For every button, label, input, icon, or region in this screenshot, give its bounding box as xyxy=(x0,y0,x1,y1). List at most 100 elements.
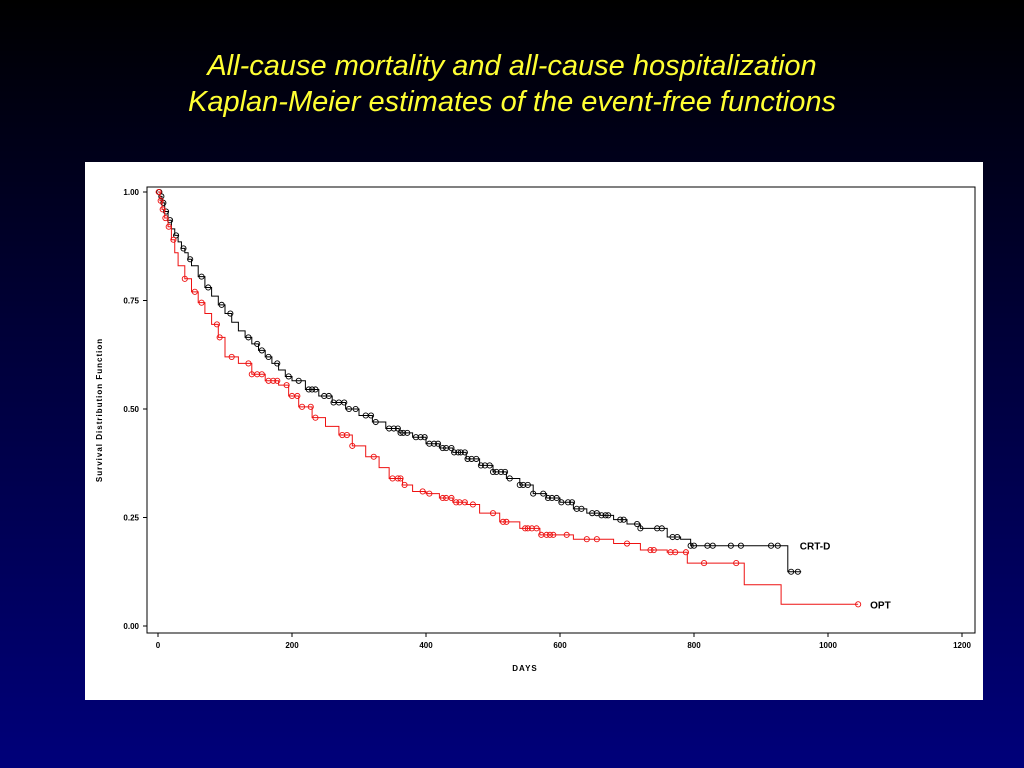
censor-marker xyxy=(788,568,795,575)
slide-title-line2: Kaplan-Meier estimates of the event-free… xyxy=(188,86,836,118)
censor-marker xyxy=(265,353,272,360)
chart-panel: 0.00 0.25 0.50 0.75 1.00 0 200 400 600 800 1000 12… xyxy=(85,162,983,700)
censor-marker xyxy=(528,525,535,532)
censor-marker xyxy=(669,533,676,541)
censor-marker xyxy=(165,223,172,230)
censor-marker xyxy=(516,481,523,489)
censor-marker xyxy=(341,399,348,406)
censor-marker xyxy=(162,214,169,222)
censor-marker xyxy=(285,373,292,380)
x-tick-label: 200 xyxy=(285,641,299,650)
series-layer xyxy=(155,188,862,608)
censor-marker xyxy=(245,360,252,367)
y-tick-label: 0.75 xyxy=(123,297,139,306)
censor-marker xyxy=(701,560,708,567)
censor-marker xyxy=(658,525,665,532)
series-line-crt-d xyxy=(158,191,802,573)
y-axis-label: Survival Distribution Function xyxy=(95,338,104,482)
censor-marker xyxy=(469,501,476,508)
censor-marker xyxy=(455,449,462,456)
censor-marker xyxy=(457,449,464,456)
censor-marker xyxy=(489,510,497,517)
censor-marker xyxy=(158,193,165,200)
censor-marker xyxy=(453,499,460,506)
censor-marker xyxy=(503,518,510,525)
censor-marker xyxy=(349,442,356,449)
censor-marker xyxy=(228,353,235,360)
censor-marker xyxy=(489,468,497,475)
censor-marker xyxy=(506,475,513,482)
y-tick-label: 0.00 xyxy=(123,622,139,631)
censor-marker xyxy=(563,531,570,538)
censor-marker xyxy=(198,299,205,306)
censor-marker xyxy=(386,425,393,432)
censor-marker xyxy=(295,377,302,384)
x-tick-label: 800 xyxy=(687,641,701,650)
censor-marker xyxy=(540,490,547,497)
censor-marker xyxy=(254,340,261,347)
censor-marker xyxy=(155,188,162,196)
censor-marker xyxy=(439,445,446,452)
censor-marker xyxy=(419,488,426,495)
censor-marker xyxy=(216,334,223,341)
censor-marker xyxy=(394,475,401,482)
censor-marker xyxy=(709,542,716,549)
x-tick-label: 0 xyxy=(156,641,161,650)
censor-marker xyxy=(737,542,744,549)
censor-marker xyxy=(502,468,509,475)
censor-marker xyxy=(461,499,468,506)
kaplan-meier-chart: 0.00 0.25 0.50 0.75 1.00 0 200 400 600 800 1000 12… xyxy=(95,186,976,673)
censor-marker xyxy=(181,275,188,282)
censor-marker xyxy=(439,494,446,502)
censor-marker xyxy=(768,542,775,549)
censor-marker xyxy=(682,549,690,556)
censor-marker xyxy=(245,334,252,341)
censor-marker xyxy=(667,549,674,556)
censor-marker xyxy=(435,440,442,447)
censor-marker xyxy=(339,431,346,439)
censor-marker xyxy=(191,288,198,295)
censor-marker xyxy=(298,403,306,410)
series-label-crt-d: CRT-D xyxy=(800,542,831,553)
censor-marker xyxy=(524,481,531,489)
y-axis-ticks: 0.00 0.25 0.50 0.75 1.00 xyxy=(123,188,147,631)
x-tick-label: 1200 xyxy=(953,641,971,650)
censor-marker xyxy=(774,542,781,549)
censor-marker xyxy=(417,434,424,441)
censor-marker xyxy=(448,494,455,502)
censor-marker xyxy=(213,321,221,328)
y-tick-label: 0.25 xyxy=(123,514,139,523)
slide-title: All-cause mortality and all-cause hospit… xyxy=(0,48,1024,120)
censor-marker xyxy=(533,525,540,532)
censor-marker xyxy=(390,425,397,432)
censor-marker xyxy=(173,232,180,239)
censor-marker xyxy=(620,516,627,523)
censor-marker xyxy=(394,425,401,432)
censor-marker xyxy=(524,525,531,532)
slide-title-line1: All-cause mortality and all-cause hospit… xyxy=(207,50,817,82)
censor-marker xyxy=(650,546,657,554)
censor-marker xyxy=(187,256,194,263)
censor-marker xyxy=(312,386,319,393)
censor-marker xyxy=(451,449,458,456)
censor-marker xyxy=(270,377,277,384)
censor-marker xyxy=(412,434,420,441)
censor-marker xyxy=(180,245,187,252)
censor-marker xyxy=(623,540,631,547)
censor-marker xyxy=(218,301,225,308)
censor-marker xyxy=(372,418,379,426)
censor-marker xyxy=(426,490,433,497)
censor-marker xyxy=(578,505,585,512)
censor-marker xyxy=(589,510,596,517)
censor-marker xyxy=(448,445,455,452)
censor-marker xyxy=(157,197,164,204)
censor-marker xyxy=(397,475,404,482)
censor-marker xyxy=(312,414,319,421)
censor-marker xyxy=(254,371,261,378)
censor-marker xyxy=(170,236,177,243)
censor-marker xyxy=(159,206,166,213)
x-tick-label: 400 xyxy=(419,641,433,650)
censor-marker xyxy=(530,490,537,497)
censor-marker xyxy=(546,531,554,538)
censor-marker xyxy=(198,273,205,280)
